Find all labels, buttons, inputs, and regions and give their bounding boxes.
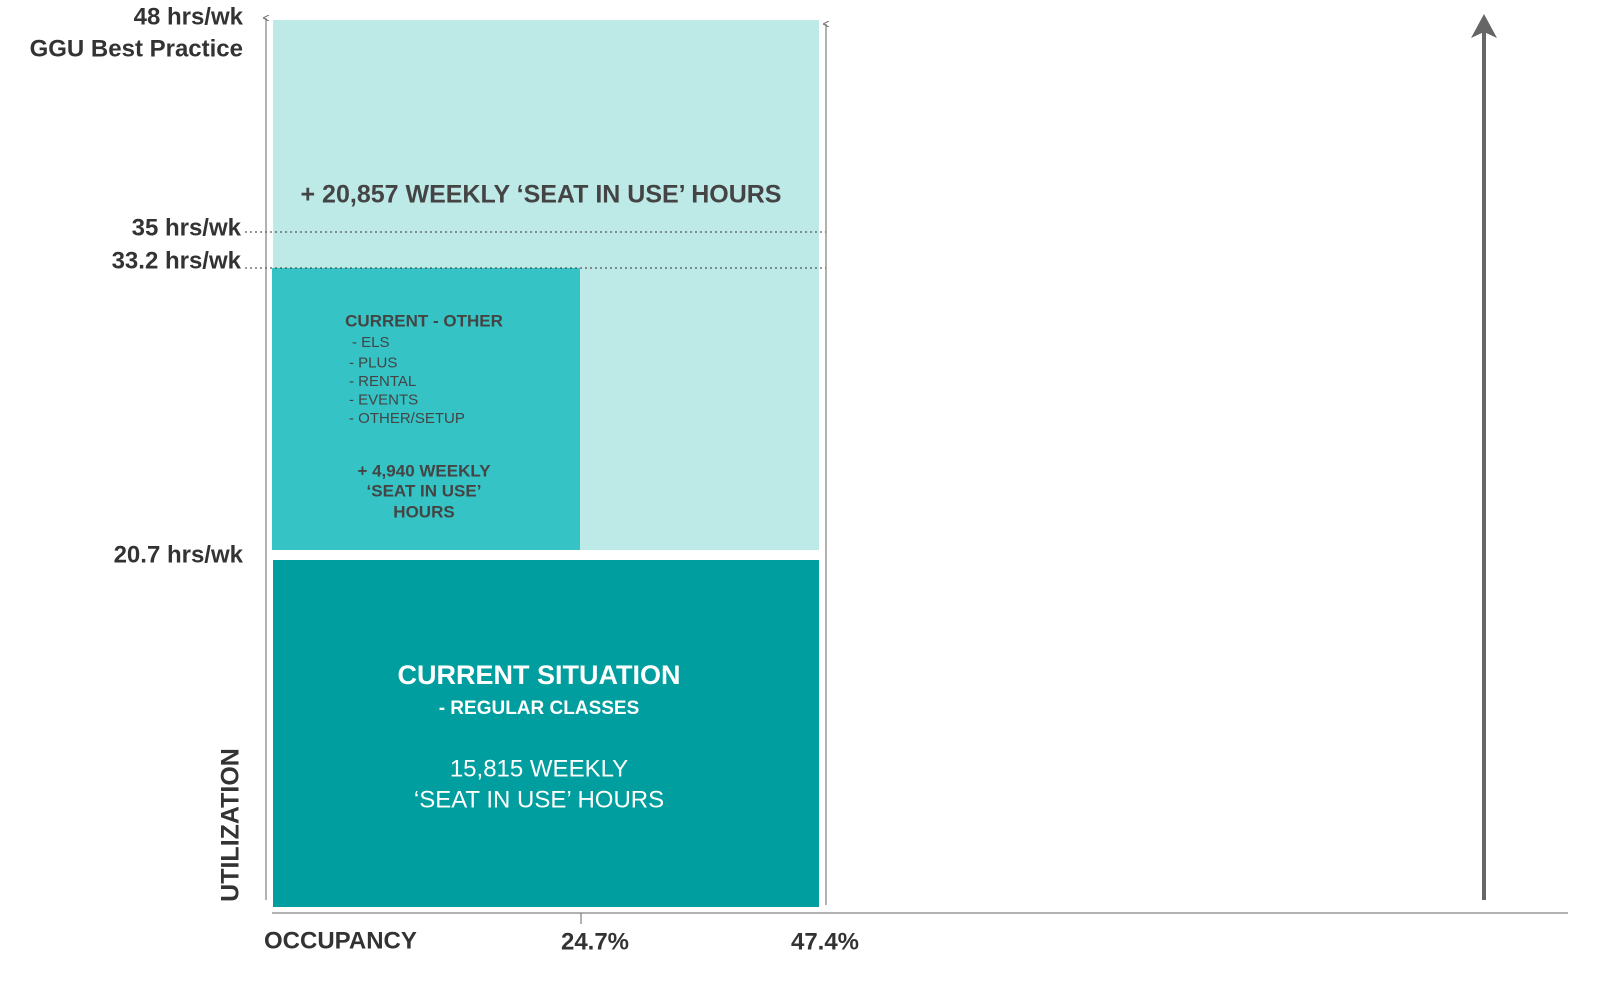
situation-title: CURRENT SITUATION bbox=[398, 660, 681, 690]
other-items: - ELS - PLUS - RENTAL- EVENTS - OTHER/SETUP bbox=[349, 334, 465, 427]
x-axis-label: OCCUPANCY bbox=[264, 927, 417, 954]
other-hours: ‘SEAT IN USE’ bbox=[367, 481, 482, 500]
other-item: - PLUS bbox=[349, 354, 397, 371]
level-label: 20.7 hrs/wk bbox=[114, 541, 244, 568]
other-hours: HOURS bbox=[393, 502, 454, 521]
other-item: - ELS bbox=[352, 334, 390, 351]
other-title: CURRENT - OTHER bbox=[345, 311, 503, 330]
x-tick-label: 47.4% bbox=[791, 928, 859, 955]
other-item: - RENTAL bbox=[349, 373, 416, 390]
current-other-block bbox=[272, 268, 580, 550]
level-label: GGU Best Practice bbox=[30, 35, 243, 62]
current-situation-block bbox=[273, 560, 819, 907]
situation-hours: ‘SEAT IN USE’ HOURS bbox=[414, 786, 664, 813]
level-label: 33.2 hrs/wk bbox=[112, 247, 242, 274]
level-label: 48 hrs/wk bbox=[134, 3, 244, 30]
potential-text: + 20,857 WEEKLY ‘SEAT IN USE’ HOURS bbox=[301, 181, 782, 209]
x-tick-label: 24.7% bbox=[561, 928, 629, 955]
other-hours: + 4,940 WEEKLY bbox=[357, 461, 491, 480]
level-label: 35 hrs/wk bbox=[132, 214, 242, 241]
situation-subtitle: - REGULAR CLASSES bbox=[439, 698, 640, 719]
y-axis-label: UTILIZATION bbox=[217, 748, 245, 902]
situation-hours: 15,815 WEEKLY bbox=[450, 755, 628, 782]
big-arrow-head bbox=[1471, 14, 1497, 38]
other-item: - EVENTS bbox=[349, 391, 418, 408]
other-item: - OTHER/SETUP bbox=[349, 410, 465, 427]
